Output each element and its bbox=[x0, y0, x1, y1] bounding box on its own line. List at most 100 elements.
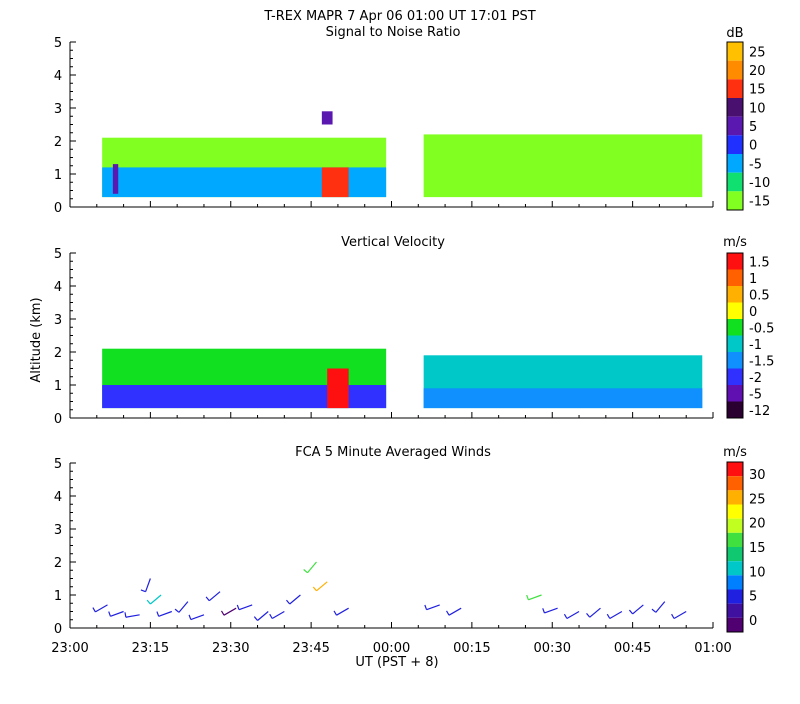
colorbar-label: 15 bbox=[749, 541, 766, 556]
wind-barb-feather bbox=[140, 589, 146, 593]
wind-barb bbox=[208, 591, 221, 602]
colorbar-label: -2 bbox=[749, 371, 762, 386]
x-tick-label: 00:15 bbox=[453, 641, 490, 656]
colorbar-label: 5 bbox=[749, 590, 757, 605]
wind-barb-feather bbox=[446, 610, 450, 616]
colorbar-label: -1 bbox=[749, 338, 762, 353]
wind-barb bbox=[566, 610, 580, 620]
wind-barb-feather bbox=[563, 613, 568, 619]
colorbar-swatch bbox=[727, 98, 743, 117]
colorbar-swatch bbox=[727, 603, 743, 618]
wind-barb-feather bbox=[188, 614, 192, 620]
x-tick-label: 23:00 bbox=[51, 641, 88, 656]
wind-barb bbox=[673, 610, 687, 620]
y-tick-label: 1 bbox=[54, 589, 62, 604]
wind-barb bbox=[289, 594, 301, 605]
y-tick-label: 3 bbox=[54, 102, 62, 117]
colorbar-label: 25 bbox=[749, 492, 766, 507]
wind-barb bbox=[589, 607, 601, 618]
wind-barb-feather bbox=[174, 608, 180, 613]
colorbar-label: 0.5 bbox=[749, 288, 770, 303]
panel3-title: FCA 5 Minute Averaged Winds bbox=[295, 445, 491, 460]
y-tick-label: 1 bbox=[54, 168, 62, 183]
wind-barb bbox=[238, 604, 253, 611]
colorbar-swatch bbox=[727, 532, 743, 547]
wind-barb-feather bbox=[312, 586, 317, 592]
colorbar-label: -0.5 bbox=[749, 321, 774, 336]
wind-barb-feather bbox=[146, 599, 151, 605]
colorbar-label: 20 bbox=[749, 517, 766, 532]
colorbar-label: 10 bbox=[749, 101, 766, 116]
colorbar-swatch bbox=[727, 518, 743, 533]
colorbar-swatch bbox=[727, 462, 743, 477]
wind-barb bbox=[110, 610, 124, 617]
wind-barb bbox=[125, 614, 140, 618]
wind-barb bbox=[336, 607, 349, 616]
wind-barb-feather bbox=[92, 607, 96, 613]
wind-barb-feather bbox=[205, 596, 210, 602]
panel1-region bbox=[423, 134, 703, 198]
colorbar-label: 15 bbox=[749, 83, 766, 98]
colorbar-swatch bbox=[727, 575, 743, 590]
colorbar-swatch bbox=[727, 561, 743, 576]
y-tick-label: 5 bbox=[54, 36, 62, 51]
wind-barb bbox=[448, 607, 462, 616]
wind-barb-feather bbox=[628, 609, 634, 615]
x-tick-label: 23:15 bbox=[132, 641, 169, 656]
colorbar-frame bbox=[726, 41, 744, 211]
colorbar-label: -5 bbox=[749, 157, 762, 172]
colorbar-swatch bbox=[727, 335, 743, 352]
colorbar-swatch bbox=[727, 286, 743, 303]
colorbar-label: 1.5 bbox=[749, 255, 770, 270]
wind-barb-feather bbox=[108, 611, 111, 617]
panel3-unit: m/s bbox=[723, 445, 747, 460]
wind-barb-feather bbox=[124, 612, 127, 618]
wind-barb bbox=[158, 610, 173, 617]
panel2-region bbox=[327, 368, 349, 409]
y-tick-label: 5 bbox=[54, 247, 62, 262]
colorbar-swatch bbox=[727, 253, 743, 270]
y-tick-label: 0 bbox=[54, 201, 62, 216]
colorbar-label: 0 bbox=[749, 614, 757, 629]
y-tick-label: 2 bbox=[54, 346, 62, 361]
x-tick-label: 23:30 bbox=[212, 641, 249, 656]
panel1-region bbox=[112, 164, 119, 194]
x-tick-label: 00:30 bbox=[534, 641, 571, 656]
wind-barb-feather bbox=[269, 613, 273, 619]
wind-barb-feather bbox=[303, 569, 308, 574]
colorbar-label: -1.5 bbox=[749, 354, 774, 369]
panel1-unit: dB bbox=[726, 26, 743, 41]
wind-barb-feather bbox=[424, 604, 428, 610]
wind-barb-feather bbox=[671, 613, 675, 619]
panel1-title: Signal to Noise Ratio bbox=[326, 25, 461, 40]
colorbar-swatch bbox=[727, 269, 743, 286]
wind-barb-feather bbox=[286, 599, 291, 605]
y-tick-label: 2 bbox=[54, 556, 62, 571]
colorbar-swatch bbox=[727, 60, 743, 80]
wind-barb-feather bbox=[586, 612, 591, 618]
colorbar-swatch bbox=[727, 319, 743, 336]
colorbar-swatch bbox=[727, 547, 743, 562]
wind-barb bbox=[544, 607, 558, 614]
x-tick-label: 00:00 bbox=[373, 641, 410, 656]
panel2-unit: m/s bbox=[723, 235, 747, 250]
colorbar-label: -5 bbox=[749, 387, 762, 402]
wind-barb-feather bbox=[253, 616, 258, 621]
chart-layer: 0123452520151050-5-10-150123451.510.50-0… bbox=[51, 36, 774, 656]
colorbar-label: 0 bbox=[749, 139, 757, 154]
y-tick-label: 0 bbox=[54, 412, 62, 427]
colorbar-label: 25 bbox=[749, 45, 766, 60]
colorbar-swatch bbox=[727, 116, 743, 136]
wind-barb bbox=[632, 604, 644, 615]
panel1-region bbox=[321, 167, 349, 198]
y-tick-label: 2 bbox=[54, 135, 62, 150]
wind-barb-feather bbox=[220, 610, 225, 616]
wind-barb bbox=[190, 614, 205, 621]
colorbar-label: -15 bbox=[749, 195, 770, 210]
x-tick-label: 00:45 bbox=[614, 641, 651, 656]
colorbar-swatch bbox=[727, 191, 743, 210]
x-tick-label: 23:45 bbox=[292, 641, 329, 656]
colorbar-label: 10 bbox=[749, 565, 766, 580]
colorbar-swatch bbox=[727, 42, 743, 61]
